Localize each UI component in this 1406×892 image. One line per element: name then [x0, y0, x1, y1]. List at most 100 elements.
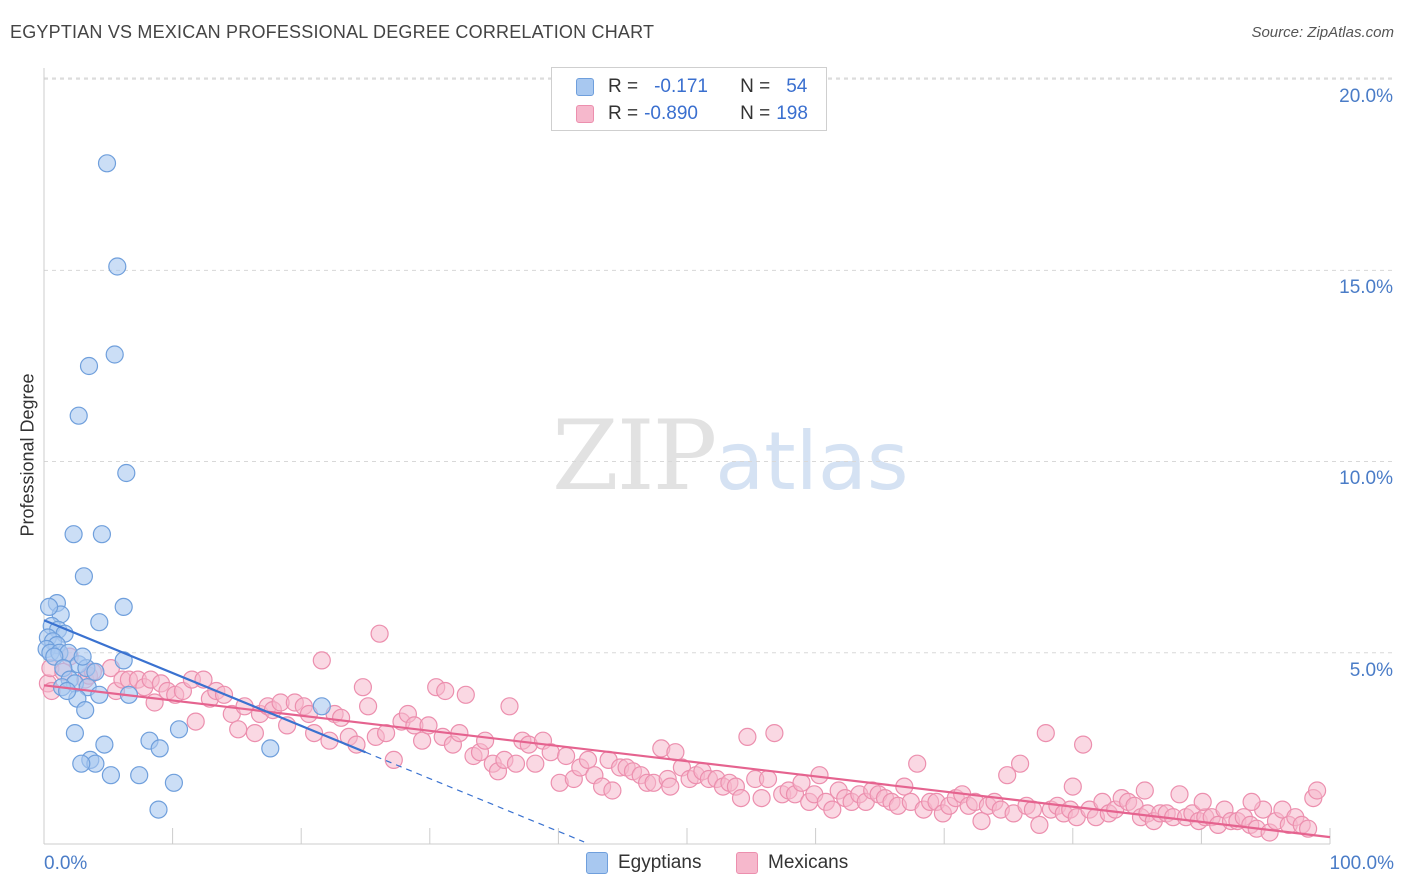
y-tick-label-20: 20.0%	[1339, 86, 1393, 107]
mexicans-point	[456, 685, 475, 704]
mexicans-point	[1135, 781, 1154, 800]
egyptians-point	[86, 662, 105, 682]
correlation-legend: R = -0.171 N = 54 R = -0.890 N = 198	[551, 67, 827, 131]
mexicans-point	[245, 723, 264, 743]
mexicans-point	[359, 697, 378, 716]
mexicans-swatch	[576, 105, 594, 123]
egyptians-points	[37, 154, 331, 819]
mexicans-point	[661, 777, 680, 796]
mexicans-point	[506, 754, 526, 773]
x-tick-label-min: 0.0%	[44, 853, 88, 874]
egyptians-point	[97, 154, 117, 173]
chart-title: EGYPTIAN VS MEXICAN PROFESSIONAL DEGREE …	[10, 22, 655, 42]
mexicans-point	[186, 712, 205, 731]
mexicans-point	[758, 769, 778, 789]
mexicans-point	[765, 723, 784, 743]
egyptians-point	[149, 800, 168, 819]
mexicans-point	[752, 788, 771, 808]
r-label: R =	[608, 103, 639, 124]
egyptians-point	[101, 766, 121, 785]
n-label: N =	[740, 76, 771, 97]
egyptians-point	[105, 345, 124, 364]
mexicans-point	[1036, 723, 1055, 743]
trend-lines	[43, 619, 1331, 843]
mexicans-legend-label: Mexicans	[768, 852, 849, 873]
egyptians-point	[95, 735, 114, 754]
mexicans-point	[413, 731, 432, 750]
mexicans-point	[972, 811, 991, 831]
egyptians-point	[90, 613, 109, 632]
egyptians-point	[79, 356, 99, 376]
egyptians-legend-label: Egyptians	[618, 852, 702, 873]
mexicans-point	[908, 754, 927, 773]
egyptians-point	[114, 597, 133, 617]
mexicans-point	[353, 678, 372, 697]
legend-row-mexicans: R = -0.890 N = 198	[576, 102, 808, 126]
mexicans-point	[823, 800, 842, 819]
y-tick-label-15: 15.0%	[1339, 277, 1393, 298]
y-tick-label-10: 10.0%	[1339, 468, 1393, 489]
egyptians-legend-swatch	[586, 852, 608, 874]
mexicans-point	[1010, 754, 1030, 773]
mexicans-point	[436, 681, 455, 701]
r-label: R =	[608, 76, 639, 97]
y-tick-label-5: 5.0%	[1349, 660, 1393, 681]
egyptians-point	[108, 257, 127, 276]
mexicans-point	[500, 697, 519, 716]
mexicans-point	[998, 766, 1017, 785]
mexicans-point	[312, 651, 331, 670]
egyptians-point	[72, 754, 91, 773]
mexicans-point	[556, 746, 576, 766]
mexicans-points	[38, 624, 1327, 842]
egyptians-point	[92, 525, 112, 544]
egyptians-point	[261, 739, 280, 758]
egyptians-point	[130, 766, 149, 785]
egyptians-point	[169, 720, 189, 739]
axes	[43, 68, 1331, 845]
mexicans-point	[476, 731, 495, 750]
mexicans-point	[578, 750, 598, 770]
mexicans-legend-swatch	[736, 852, 758, 874]
egyptians-point	[65, 723, 85, 743]
x-tick-label-max: 100.0%	[1329, 853, 1394, 874]
egyptians-trend-line	[43, 619, 366, 754]
egyptians-point	[74, 567, 94, 586]
egyptians-point	[57, 681, 77, 701]
n-value: 54	[786, 76, 808, 97]
mexicans-point	[370, 624, 389, 643]
egyptians-point	[39, 597, 59, 617]
legend-item-egyptians[interactable]: Egyptians	[586, 852, 701, 874]
n-label: N =	[740, 103, 771, 124]
mexicans-point	[526, 754, 545, 773]
mexicans-point	[1030, 815, 1049, 835]
mexicans-point	[1307, 781, 1327, 800]
egyptians-point	[69, 406, 88, 425]
legend-item-mexicans[interactable]: Mexicans	[736, 852, 848, 874]
egyptians-point	[164, 773, 183, 792]
n-value: 198	[776, 103, 808, 124]
egyptians-point	[76, 700, 95, 720]
egyptians-point	[73, 647, 92, 666]
mexicans-point	[384, 750, 403, 770]
egyptians-point	[312, 697, 331, 716]
egyptians-point	[150, 739, 169, 758]
r-value: -0.171	[654, 76, 708, 97]
mexicans-trend-line	[43, 684, 1331, 839]
source-label: Source: ZipAtlas.com	[1251, 24, 1394, 41]
mexicans-point	[1170, 785, 1189, 804]
r-value: -0.890	[644, 103, 698, 124]
watermark-zip: ZIP	[552, 400, 717, 512]
egyptians-point	[90, 685, 109, 704]
mexicans-point	[1073, 735, 1093, 754]
egyptians-swatch	[576, 78, 594, 96]
mexicans-point	[738, 727, 757, 747]
grid-lines	[44, 77, 1392, 654]
egyptians-point	[64, 525, 83, 544]
egyptians-trend-extension	[365, 751, 585, 843]
egyptians-point	[117, 463, 136, 483]
legend-row-egyptians: R = -0.171 N = 54	[576, 75, 807, 99]
mexicans-point	[1193, 792, 1212, 812]
mexicans-point	[1063, 777, 1082, 796]
mexicans-point	[332, 708, 351, 727]
